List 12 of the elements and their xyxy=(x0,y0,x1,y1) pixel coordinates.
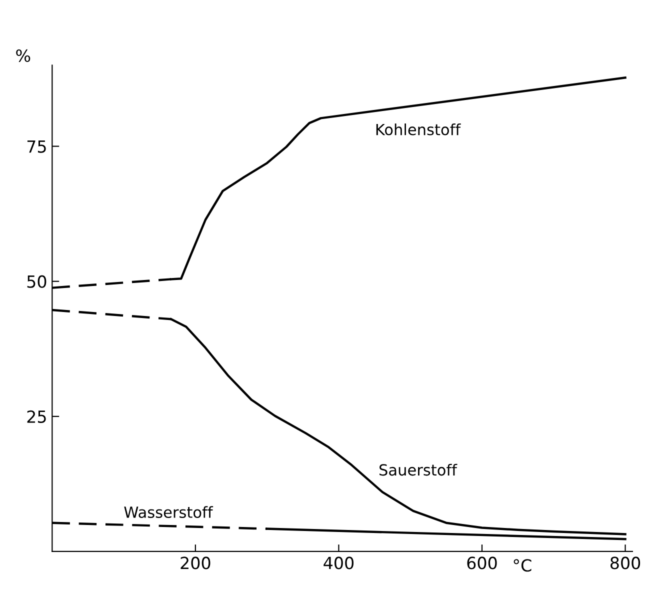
annotation: Kohlenstoff xyxy=(376,123,461,136)
y-tick-label: 25 xyxy=(27,410,46,423)
x-tick-label: 400 xyxy=(324,556,354,570)
x-tick-label: 200 xyxy=(180,556,210,570)
x-axis-title: °C xyxy=(514,559,532,572)
y-tick-label: 50 xyxy=(27,275,46,288)
x-tick-label: 800 xyxy=(610,556,640,570)
annotation: Sauerstoff xyxy=(380,464,458,476)
annotation: Wasserstoff xyxy=(124,506,214,518)
x-tick-label: 600 xyxy=(467,556,497,570)
y-axis-title: % xyxy=(16,49,30,62)
y-tick-label: 75 xyxy=(27,140,46,153)
